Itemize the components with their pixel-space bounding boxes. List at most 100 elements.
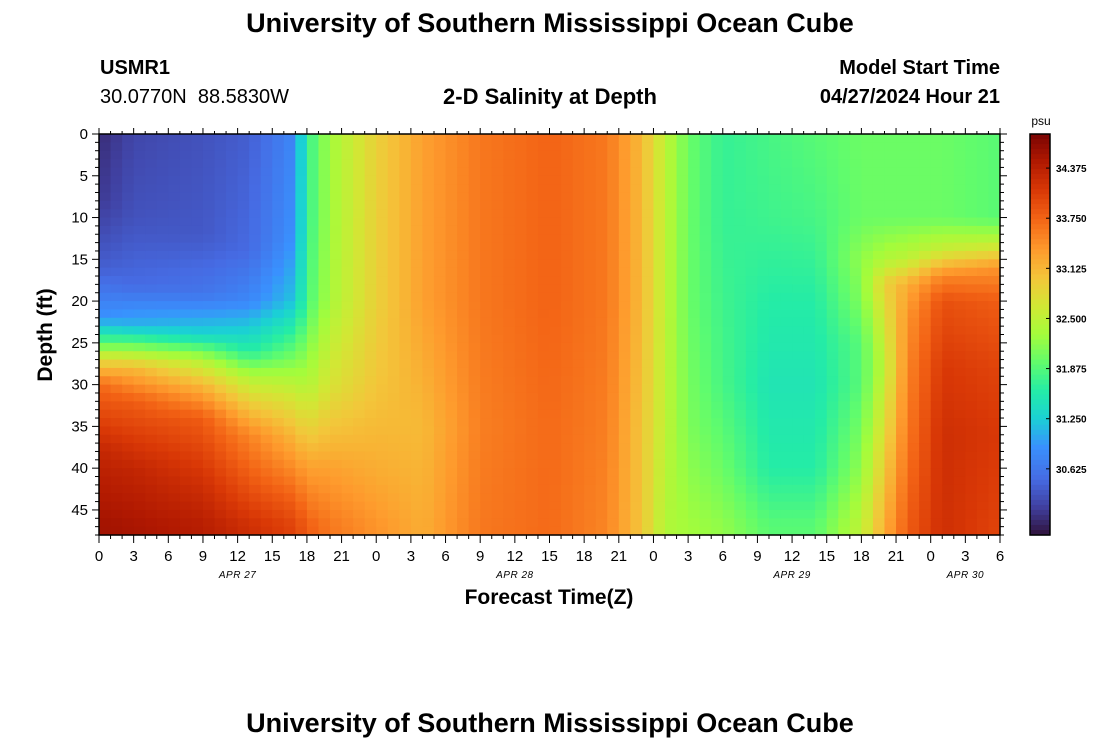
heatmap-cell (838, 459, 851, 469)
heatmap-cell (549, 434, 562, 444)
heatmap-cell (306, 200, 320, 210)
heatmap-cell (179, 234, 193, 244)
heatmap-cell (896, 426, 909, 436)
heatmap-cell (688, 292, 701, 302)
heatmap-cell (341, 242, 354, 252)
heatmap-cell (295, 225, 308, 235)
heatmap-cell (653, 167, 666, 177)
heatmap-cell (872, 493, 886, 503)
heatmap-cell (907, 150, 920, 160)
heatmap-cell (641, 409, 655, 419)
heatmap-cell (156, 342, 169, 352)
heatmap-cell (237, 501, 250, 511)
heatmap-cell (688, 301, 701, 311)
heatmap-cell (572, 493, 585, 503)
heatmap-cell (410, 250, 424, 260)
heatmap-cell (445, 301, 458, 311)
heatmap-cell (306, 509, 320, 519)
heatmap-cell (919, 468, 932, 478)
heatmap-cell (607, 309, 620, 319)
heatmap-cell (618, 167, 631, 177)
heatmap-cell (584, 309, 597, 319)
heatmap-cell (179, 401, 193, 411)
heatmap-cell (896, 142, 909, 152)
heatmap-cell (595, 484, 608, 494)
heatmap-cell (618, 418, 631, 427)
heatmap-cell (584, 209, 597, 219)
heatmap-cell (792, 284, 805, 294)
heatmap-cell (872, 526, 886, 536)
heatmap-cell (445, 259, 458, 269)
heatmap-cell (803, 509, 816, 519)
heatmap-cell (468, 418, 481, 427)
page-title: University of Southern Mississippi Ocean… (246, 8, 854, 38)
heatmap-cell (907, 134, 920, 143)
heatmap-cell (410, 401, 424, 411)
heatmap-cell (653, 376, 666, 386)
heatmap-cell (457, 150, 470, 160)
heatmap-cell (514, 200, 527, 210)
heatmap-cell (237, 225, 250, 235)
heatmap-cell (607, 451, 620, 461)
heatmap-cell (618, 209, 631, 219)
heatmap-cell (815, 418, 828, 427)
heatmap-cell (815, 392, 828, 402)
heatmap-cell (665, 301, 678, 311)
heatmap-cell (341, 409, 354, 419)
heatmap-cell (792, 209, 805, 219)
heatmap-cell (468, 175, 481, 185)
heatmap-cell (976, 150, 990, 160)
heatmap-cell (665, 418, 678, 427)
heatmap-cell (133, 418, 146, 427)
heatmap-cell (122, 509, 135, 519)
heatmap-cell (745, 434, 759, 444)
heatmap-cell (838, 468, 851, 478)
heatmap-cell (457, 409, 470, 419)
heatmap-cell (584, 468, 597, 478)
heatmap-cell (896, 359, 909, 369)
heatmap-cell (953, 351, 966, 361)
heatmap-cell (133, 518, 146, 528)
heatmap-cell (849, 451, 862, 461)
heatmap-cell (514, 292, 527, 302)
colorbar-swatch (1030, 404, 1050, 411)
heatmap-cell (145, 359, 158, 369)
heatmap-cell (503, 284, 516, 294)
heatmap-cell (734, 276, 747, 285)
heatmap-cell (884, 217, 897, 227)
heatmap-cell (110, 284, 123, 294)
heatmap-cell (803, 434, 816, 444)
heatmap-cell (630, 234, 643, 244)
heatmap-cell (491, 317, 504, 327)
heatmap-cell (122, 484, 135, 494)
heatmap-cell (965, 526, 978, 536)
heatmap-cell (445, 309, 458, 319)
heatmap-cell (364, 150, 377, 160)
heatmap-cell (768, 284, 782, 294)
heatmap-cell (491, 501, 504, 511)
heatmap-cell (156, 376, 169, 386)
heatmap-cell (896, 342, 909, 352)
heatmap-cell (468, 209, 481, 219)
heatmap-cell (595, 225, 608, 235)
heatmap-cell (711, 159, 724, 169)
heatmap-cell (168, 351, 181, 361)
heatmap-cell (376, 175, 389, 185)
heatmap-cell (99, 142, 112, 152)
heatmap-cell (145, 526, 158, 536)
heatmap-cell (353, 326, 366, 336)
heatmap-cell (653, 418, 666, 427)
heatmap-cell (179, 451, 193, 461)
heatmap-cell (942, 451, 955, 461)
heatmap-cell (110, 292, 123, 302)
heatmap-cell (641, 184, 655, 194)
heatmap-cell (179, 217, 193, 227)
heatmap-cell (387, 301, 400, 311)
heatmap-cell (734, 367, 747, 377)
heatmap-cell (122, 134, 135, 143)
heatmap-cell (607, 401, 620, 411)
heatmap-cell (353, 259, 366, 269)
heatmap-cell (249, 267, 262, 277)
heatmap-cell (618, 526, 631, 536)
heatmap-cell (792, 317, 805, 327)
